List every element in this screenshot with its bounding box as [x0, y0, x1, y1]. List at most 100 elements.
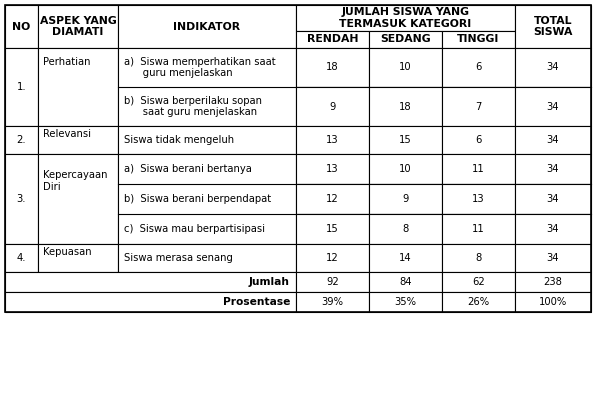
Text: 10: 10	[399, 164, 412, 174]
Text: 35%: 35%	[395, 297, 417, 307]
Bar	[369, 184, 442, 214]
Text: c)  Siswa mau berpartisipasi: c) Siswa mau berpartisipasi	[124, 224, 265, 234]
Bar	[296, 126, 369, 154]
Text: 15: 15	[399, 135, 412, 145]
Bar	[5, 5, 38, 48]
Bar	[118, 154, 296, 244]
Bar	[296, 292, 369, 312]
Bar	[369, 244, 442, 272]
Bar	[5, 126, 38, 154]
Text: 62: 62	[472, 277, 485, 287]
Text: TOTAL
SISWA: TOTAL SISWA	[533, 16, 573, 37]
Bar	[515, 292, 591, 312]
Bar	[5, 272, 296, 292]
Bar	[296, 48, 369, 87]
Bar	[5, 5, 591, 312]
Text: 34: 34	[547, 194, 559, 204]
Text: 14: 14	[399, 253, 412, 263]
Text: Relevansi: Relevansi	[43, 129, 91, 139]
Text: Siswa merasa senang: Siswa merasa senang	[124, 253, 233, 263]
Bar	[296, 272, 369, 292]
Text: Jumlah: Jumlah	[249, 277, 290, 287]
Bar	[515, 154, 591, 184]
Bar	[118, 244, 296, 272]
Text: 1.: 1.	[17, 82, 26, 92]
Text: 34: 34	[547, 101, 559, 111]
Text: 34: 34	[547, 62, 559, 72]
Text: 13: 13	[326, 135, 339, 145]
Text: 3.: 3.	[17, 194, 26, 204]
Bar	[515, 214, 591, 244]
Text: 9: 9	[402, 194, 409, 204]
Bar	[515, 126, 591, 154]
Text: b)  Siswa berperilaku sopan
      saat guru menjelaskan: b) Siswa berperilaku sopan saat guru men…	[124, 96, 262, 117]
Text: 34: 34	[547, 164, 559, 174]
Bar	[5, 244, 38, 272]
Text: 10: 10	[399, 62, 412, 72]
Bar	[38, 48, 118, 126]
Bar	[442, 126, 515, 154]
Bar	[296, 5, 515, 31]
Text: Kepuasan: Kepuasan	[43, 248, 92, 258]
Text: JUMLAH SISWA YANG
TERMASUK KATEGORI: JUMLAH SISWA YANG TERMASUK KATEGORI	[339, 7, 471, 29]
Text: b)  Siswa berani berpendapat: b) Siswa berani berpendapat	[124, 194, 271, 204]
Bar	[296, 214, 369, 244]
Bar	[369, 272, 442, 292]
Text: NO: NO	[13, 21, 30, 31]
Text: 2.: 2.	[17, 135, 26, 145]
Text: 9: 9	[330, 101, 336, 111]
Bar	[369, 292, 442, 312]
Bar	[515, 272, 591, 292]
Bar	[38, 5, 118, 48]
Text: 13: 13	[472, 194, 485, 204]
Bar	[5, 48, 38, 126]
Text: RENDAH: RENDAH	[307, 35, 358, 45]
Bar	[369, 214, 442, 244]
Bar	[442, 48, 515, 87]
Text: a)  Siswa berani bertanya: a) Siswa berani bertanya	[124, 164, 252, 174]
Bar	[296, 154, 369, 184]
Bar	[442, 31, 515, 48]
Bar	[118, 126, 296, 154]
Text: 92: 92	[326, 277, 339, 287]
Text: 34: 34	[547, 224, 559, 234]
Bar	[515, 87, 591, 126]
Bar	[38, 126, 118, 154]
Bar	[118, 48, 296, 126]
Text: 39%: 39%	[321, 297, 343, 307]
Text: 12: 12	[326, 194, 339, 204]
Text: 84: 84	[399, 277, 412, 287]
Bar	[38, 244, 118, 272]
Text: 4.: 4.	[17, 253, 26, 263]
Bar	[369, 31, 442, 48]
Bar	[442, 87, 515, 126]
Bar	[38, 154, 118, 244]
Bar	[296, 184, 369, 214]
Bar	[442, 154, 515, 184]
Bar	[296, 31, 369, 48]
Text: 26%: 26%	[467, 297, 489, 307]
Bar	[515, 48, 591, 87]
Text: 15: 15	[326, 224, 339, 234]
Text: SEDANG: SEDANG	[380, 35, 431, 45]
Text: TINGGI: TINGGI	[457, 35, 499, 45]
Text: ASPEK YANG
DIAMATI: ASPEK YANG DIAMATI	[39, 16, 116, 37]
Text: INDIKATOR: INDIKATOR	[173, 21, 241, 31]
Text: Prosentase: Prosentase	[223, 297, 290, 307]
Text: 7: 7	[476, 101, 482, 111]
Text: 8: 8	[476, 253, 482, 263]
Text: Kepercayaan
Diri: Kepercayaan Diri	[43, 170, 107, 192]
Text: 11: 11	[472, 164, 485, 174]
Text: Perhatian: Perhatian	[43, 57, 91, 67]
Text: 11: 11	[472, 224, 485, 234]
Text: 8: 8	[402, 224, 409, 234]
Text: 34: 34	[547, 253, 559, 263]
Bar	[515, 184, 591, 214]
Text: Siswa tidak mengeluh: Siswa tidak mengeluh	[124, 135, 234, 145]
Bar	[5, 292, 296, 312]
Text: a)  Siswa memperhatikan saat
      guru menjelaskan: a) Siswa memperhatikan saat guru menjela…	[124, 57, 275, 78]
Bar	[369, 154, 442, 184]
Bar	[515, 5, 591, 48]
Text: 6: 6	[476, 135, 482, 145]
Bar	[442, 244, 515, 272]
